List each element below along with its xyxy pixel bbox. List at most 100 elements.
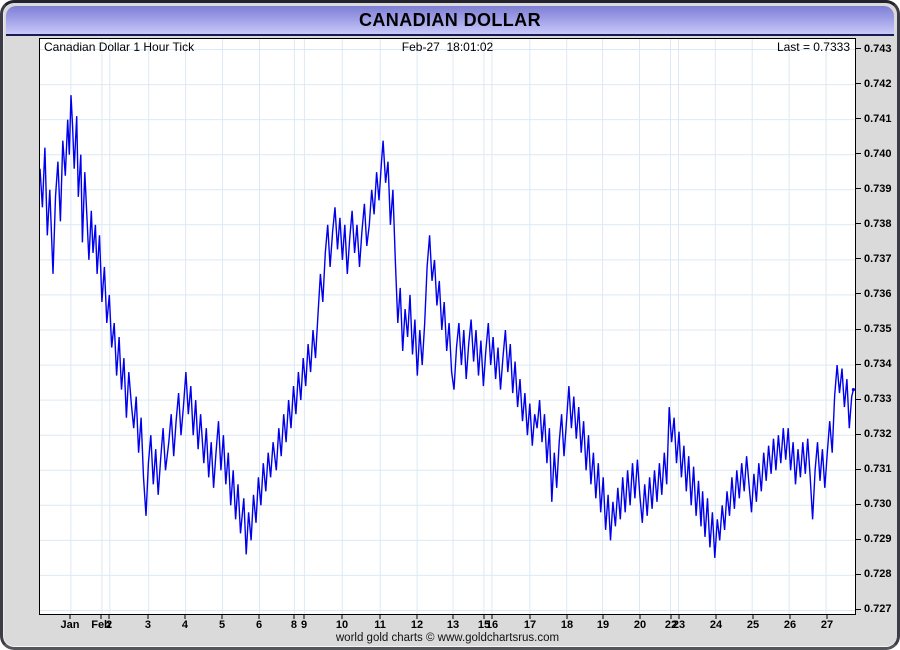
x-axis-label: 27 <box>820 619 834 631</box>
y-axis-label: 0.734 <box>856 358 892 370</box>
y-tick-mark <box>856 538 861 540</box>
title-bar: CANADIAN DOLLAR <box>6 6 894 36</box>
y-tick-text: 0.743 <box>864 42 892 55</box>
y-tick-mark <box>856 188 861 190</box>
x-axis-label: 12 <box>410 619 424 631</box>
y-tick-text: 0.730 <box>864 498 892 511</box>
y-tick-text: 0.741 <box>864 112 892 125</box>
y-tick-mark <box>856 573 861 575</box>
y-axis-label: 0.740 <box>856 148 892 160</box>
x-tick-mark <box>147 615 149 619</box>
x-tick-mark <box>639 615 641 619</box>
x-tick-mark <box>826 615 828 619</box>
x-axis-label: 2 <box>105 619 113 631</box>
x-axis-label: 13 <box>446 619 460 631</box>
x-axis-label: 10 <box>335 619 349 631</box>
y-tick-mark <box>856 258 861 260</box>
y-tick-mark <box>856 608 861 610</box>
x-tick-mark <box>416 615 418 619</box>
x-axis-label: 16 <box>485 619 499 631</box>
y-tick-text: 0.727 <box>864 603 892 616</box>
x-axis-label: 5 <box>218 619 226 631</box>
series-label: Canadian Dollar 1 Hour Tick <box>44 40 195 54</box>
x-tick-mark <box>670 615 672 619</box>
y-axis-label: 0.728 <box>856 568 892 580</box>
x-tick-mark <box>184 615 186 619</box>
x-axis-label: Feb <box>91 619 111 631</box>
x-axis-label: 26 <box>783 619 797 631</box>
y-tick-text: 0.734 <box>864 358 892 371</box>
y-axis-label: 0.742 <box>856 78 892 90</box>
x-axis-label: 17 <box>523 619 537 631</box>
y-tick-mark <box>856 48 861 50</box>
last-value-label: Last = 0.7333 <box>776 40 850 54</box>
x-axis-label: 6 <box>255 619 263 631</box>
y-axis-label: 0.732 <box>856 428 892 440</box>
y-tick-mark <box>856 468 861 470</box>
x-axis-label: 11 <box>374 619 386 631</box>
x-tick-mark <box>529 615 531 619</box>
x-axis-label: 23 <box>672 619 686 631</box>
y-tick-text: 0.740 <box>864 147 892 160</box>
y-tick-text: 0.733 <box>864 393 892 406</box>
y-axis-label: 0.729 <box>856 533 892 545</box>
y-axis-label: 0.730 <box>856 498 892 510</box>
y-tick-text: 0.736 <box>864 287 892 300</box>
x-tick-mark <box>293 615 295 619</box>
x-tick-mark <box>69 615 71 619</box>
y-tick-mark <box>856 398 861 400</box>
x-tick-mark <box>602 615 604 619</box>
x-tick-mark <box>108 615 110 619</box>
y-tick-text: 0.728 <box>864 568 892 581</box>
y-tick-mark <box>856 503 861 505</box>
y-tick-mark <box>856 293 861 295</box>
y-axis-label: 0.731 <box>856 463 892 475</box>
y-axis-label: 0.727 <box>856 603 892 615</box>
y-axis-label: 0.737 <box>856 253 892 265</box>
y-axis-label: 0.735 <box>856 323 892 335</box>
y-tick-text: 0.738 <box>864 217 892 230</box>
x-tick-mark <box>491 615 493 619</box>
x-axis-label: 25 <box>746 619 760 631</box>
y-tick-text: 0.732 <box>864 428 892 441</box>
y-axis-label: 0.736 <box>856 288 892 300</box>
x-axis-label: 3 <box>144 619 152 631</box>
y-axis-label: 0.743 <box>856 43 892 55</box>
y-tick-mark <box>856 328 861 330</box>
x-axis-label: 18 <box>560 619 574 631</box>
y-tick-text: 0.739 <box>864 182 892 195</box>
y-axis-label: 0.741 <box>856 113 892 125</box>
y-tick-mark <box>856 223 861 225</box>
x-axis-label: 8 <box>290 619 298 631</box>
x-axis-label: 24 <box>709 619 723 631</box>
x-tick-mark <box>715 615 717 619</box>
y-tick-text: 0.742 <box>864 77 892 90</box>
x-tick-mark <box>221 615 223 619</box>
y-tick-text: 0.737 <box>864 252 892 265</box>
x-tick-mark <box>379 615 381 619</box>
footer-credit: world gold charts © www.goldchartsrus.co… <box>335 632 560 644</box>
x-axis-label: 4 <box>181 619 189 631</box>
y-axis-label: 0.739 <box>856 183 892 195</box>
x-tick-mark <box>752 615 754 619</box>
x-tick-mark <box>303 615 305 619</box>
x-tick-mark <box>258 615 260 619</box>
y-tick-mark <box>856 118 861 120</box>
x-axis-label: 15 <box>477 619 491 631</box>
chart-canvas <box>40 39 855 614</box>
x-tick-mark <box>100 615 102 619</box>
y-tick-text: 0.735 <box>864 323 892 335</box>
y-tick-text: 0.731 <box>864 463 892 476</box>
x-axis-label: 19 <box>596 619 610 631</box>
y-tick-mark <box>856 433 861 435</box>
x-tick-mark <box>483 615 485 619</box>
y-tick-text: 0.729 <box>864 533 892 546</box>
x-tick-mark <box>566 615 568 619</box>
timestamp-label: Feb-27 18:01:02 <box>401 40 494 54</box>
y-tick-mark <box>856 363 861 365</box>
y-tick-mark <box>856 153 861 155</box>
x-tick-mark <box>341 615 343 619</box>
x-tick-mark <box>452 615 454 619</box>
y-axis-label: 0.733 <box>856 393 892 405</box>
x-axis-label: 22 <box>664 619 678 631</box>
